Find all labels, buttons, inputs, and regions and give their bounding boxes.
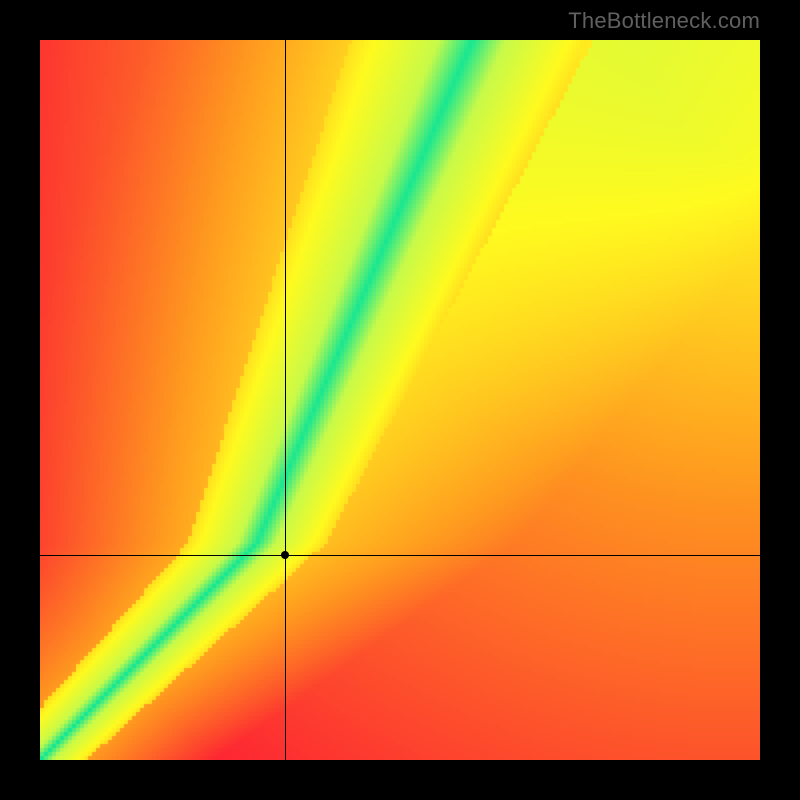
heatmap-plot [40, 40, 760, 760]
figure-frame: TheBottleneck.com [0, 0, 800, 800]
heatmap-canvas [40, 40, 760, 760]
watermark-text: TheBottleneck.com [568, 8, 760, 34]
